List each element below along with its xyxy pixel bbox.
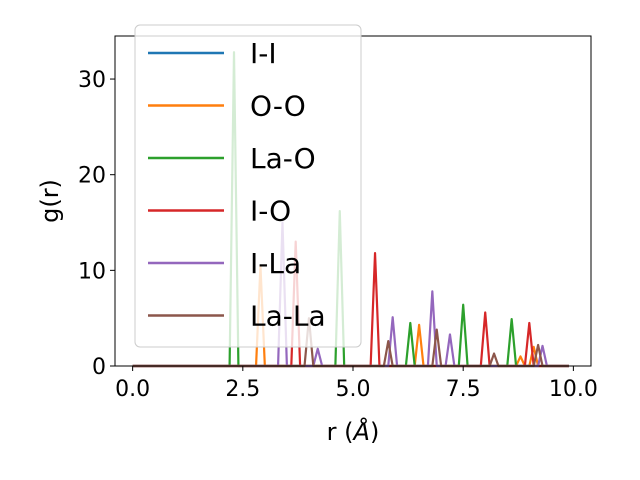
x-tick-label: 2.5 [225,377,260,402]
legend-label-i-i: I-I [250,37,277,70]
legend-label-la-o: La-O [250,142,316,175]
y-tick-label: 20 [78,164,106,189]
y-tick-label: 10 [78,259,106,284]
legend-label-la-la: La-La [250,300,326,333]
legend-label-o-o: O-O [250,90,306,123]
x-tick-label: 0.0 [115,377,150,402]
legend-box [134,24,362,348]
legend: I-I O-O La-O I-O I-La La-La [134,24,362,348]
x-tick-label: 5.0 [336,377,371,402]
y-tick-label: 30 [78,68,106,93]
ticks-layer: 0.0 2.5 5.0 7.5 10.0 0 10 20 30 [78,68,598,402]
x-tick-label: 7.5 [446,377,481,402]
legend-label-i-o: I-O [250,195,291,228]
x-axis-label: r (Å) [327,417,380,446]
y-axis-label: g(r) [36,179,64,223]
y-tick-label: 0 [92,355,106,380]
x-tick-label: 10.0 [549,377,598,402]
legend-label-i-la: I-La [250,247,301,280]
